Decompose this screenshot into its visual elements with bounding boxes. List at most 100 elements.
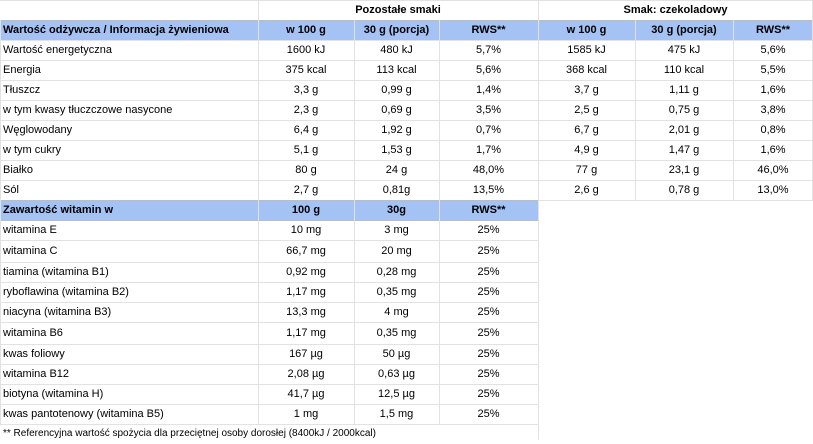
nutrient-value: 475 kJ <box>667 44 701 56</box>
nutrient-value: 1,6% <box>760 84 786 96</box>
vitamin-value: 20 mg <box>381 245 412 257</box>
nutrient-value: 3,7 g <box>574 84 599 96</box>
nutrient-value: 480 kJ <box>380 44 413 56</box>
vitamin-header-0: Zawartość witamin w <box>3 204 114 216</box>
nutrient-value: 1,47 g <box>668 144 700 156</box>
vitamin-value: 25% <box>477 368 500 380</box>
nutrient-value: 1,6% <box>760 144 786 156</box>
vitamin-value: 1,17 mg <box>286 286 326 298</box>
nutrient-name: w tym cukry <box>3 144 62 156</box>
nutrient-name: Białko <box>3 164 33 176</box>
vitamin-value: 3 mg <box>384 224 409 236</box>
vitamin-value: 25% <box>477 306 500 318</box>
footnote: ** Referencyjna wartość spożycia dla prz… <box>3 428 376 439</box>
vitamin-name: witamina E <box>3 224 57 236</box>
vitamin-name: witamina B12 <box>3 368 70 380</box>
nutrient-value: 6,7 g <box>574 124 599 136</box>
vitamin-value: 41,7 µg <box>287 388 325 400</box>
nutrient-name: w tym kwasy tłuczczowe nasycone <box>3 104 173 116</box>
nutrient-value: 1600 kJ <box>286 44 326 56</box>
nutrient-value: 5,7% <box>475 44 502 56</box>
nutrient-value: 46,0% <box>757 164 789 176</box>
vitamin-value: 0,28 mg <box>376 266 417 278</box>
vitamin-value: 0,63 µg <box>378 368 415 380</box>
nutrient-value: 80 g <box>295 164 317 176</box>
nutrient-value: 0,81g <box>382 184 411 196</box>
nutrient-name: Sól <box>3 184 19 196</box>
vitamin-name: witamina B6 <box>3 327 63 339</box>
vitamin-value: 10 mg <box>290 224 322 236</box>
vitamin-value: 13,3 mg <box>286 306 326 318</box>
vitamin-name: ryboflawina (witamina B2) <box>3 286 129 298</box>
group-title-other-flavors: Pozostałe smaki <box>355 4 441 16</box>
nutrient-value: 2,5 g <box>574 104 599 116</box>
nutrient-value: 13,0% <box>757 184 789 196</box>
nutrient-value: 0,75 g <box>668 104 700 116</box>
nutrient-value: 2,01 g <box>668 124 700 136</box>
nutrition-header-5: 30 g (porcja) <box>651 24 717 36</box>
nutrient-value: 1,92 g <box>381 124 412 136</box>
nutrition-header-1: w 100 g <box>286 24 326 36</box>
vitamin-value: 12,5 µg <box>378 388 415 400</box>
vitamin-value: 66,7 mg <box>286 245 326 257</box>
nutrient-value: 3,3 g <box>293 84 319 96</box>
vitamin-name: kwas pantotenowy (witamina B5) <box>3 408 164 420</box>
nutrient-value: 13,5% <box>472 184 505 196</box>
nutrient-value: 23,1 g <box>668 164 700 176</box>
vitamin-value: 0,92 mg <box>286 266 326 278</box>
vitamin-value: 0,35 mg <box>376 286 417 298</box>
vitamin-header-2: 30g <box>387 204 406 216</box>
nutrient-value: 5,5% <box>760 64 786 76</box>
vitamin-value: 25% <box>477 327 500 339</box>
group-title-chocolate: Smak: czekoladowy <box>623 4 728 16</box>
nutrient-value: 2,7 g <box>293 184 319 196</box>
nutrient-value: 5,6% <box>760 44 786 56</box>
vitamin-value: 25% <box>477 245 500 257</box>
vitamin-name: biotyna (witamina H) <box>3 388 104 400</box>
nutrient-value: 1,53 g <box>381 144 412 156</box>
nutrient-value: 113 kcal <box>376 64 417 76</box>
nutrient-value: 368 kcal <box>566 64 607 76</box>
nutrient-value: 1585 kJ <box>567 44 606 56</box>
nutrient-value: 1,11 g <box>669 84 699 96</box>
nutrient-value: 2,3 g <box>293 104 319 116</box>
nutrient-value: 0,69 g <box>381 104 412 116</box>
nutrition-header-2: 30 g (porcja) <box>363 24 430 36</box>
nutrient-value: 6,4 g <box>293 124 319 136</box>
nutrient-value: 3,8% <box>760 104 786 116</box>
nutrient-value: 1,7% <box>475 144 502 156</box>
vitamin-value: 167 µg <box>289 348 323 360</box>
vitamin-value: 1 mg <box>293 408 319 420</box>
nutrient-value: 110 kcal <box>663 64 705 76</box>
nutrient-value: 0,78 g <box>668 184 700 196</box>
nutrient-name: Energia <box>3 64 41 76</box>
vitamin-value: 25% <box>477 388 500 400</box>
vitamin-value: 0,35 mg <box>376 327 417 339</box>
vitamin-value: 2,08 µg <box>287 368 325 380</box>
nutrient-value: 3,5% <box>475 104 502 116</box>
vitamin-value: 25% <box>477 348 500 360</box>
vitamin-value: 25% <box>477 408 500 420</box>
nutrient-value: 5,6% <box>475 64 502 76</box>
vitamin-value: 50 µg <box>382 348 411 360</box>
nutrient-value: 1,4% <box>475 84 502 96</box>
nutrition-header-3: RWS** <box>471 24 506 36</box>
nutrient-name: Tłuszcz <box>3 84 41 96</box>
nutrient-value: 77 g <box>575 164 598 176</box>
nutrient-value: 0,7% <box>475 124 502 136</box>
vitamin-header-1: 100 g <box>291 204 321 216</box>
nutrient-name: Wartość energetyczna <box>3 44 113 56</box>
vitamin-value: 25% <box>477 224 500 236</box>
vitamin-value: 4 mg <box>384 306 409 318</box>
vitamin-value: 1,17 mg <box>286 327 326 339</box>
nutrient-value: 0,8% <box>760 124 786 136</box>
nutrient-value: 24 g <box>385 164 408 176</box>
vitamin-value: 1,5 mg <box>379 408 414 420</box>
vitamin-value: 25% <box>477 286 500 298</box>
vitamin-name: kwas foliowy <box>3 348 65 360</box>
vitamin-name: tiamina (witamina B1) <box>3 266 109 278</box>
nutrition-header-6: RWS** <box>755 24 791 36</box>
nutrient-value: 2,6 g <box>574 184 599 196</box>
nutrition-header-4: w 100 g <box>566 24 607 36</box>
vitamin-name: niacyna (witamina B3) <box>3 306 112 318</box>
